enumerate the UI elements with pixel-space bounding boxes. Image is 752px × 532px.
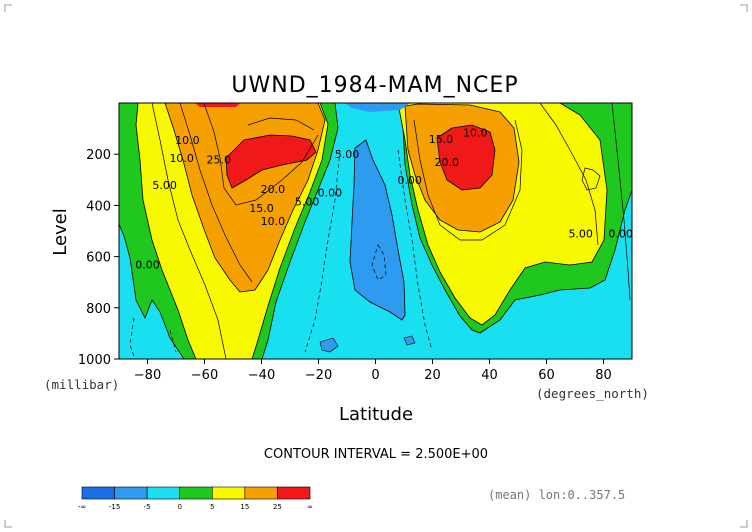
band-gt25-south-top <box>195 103 240 107</box>
y-tick-label: 800 <box>86 302 111 317</box>
colorbar-label: -∞ <box>78 503 86 511</box>
contour-label: 5.00 <box>568 228 593 241</box>
colorbar-label: -5 <box>144 503 151 511</box>
x-tick-label: −60 <box>191 368 218 383</box>
band-neg5-15-blob-a <box>319 337 339 353</box>
colorbar-swatch <box>81 486 115 500</box>
subset-note: (mean) lon:0..357.5 <box>488 488 625 502</box>
colorbar-swatch <box>114 486 148 500</box>
x-tick-label: 20 <box>424 368 441 383</box>
contour-label: 20.0 <box>435 156 460 169</box>
x-tick-label: 80 <box>595 368 612 383</box>
dashed-contour-lines <box>129 149 433 359</box>
contour-label: 15.0 <box>429 133 454 146</box>
contour-label: 0.00 <box>135 258 160 271</box>
contour-label: 5.00 <box>295 196 320 209</box>
y-axis-ticks: 200 400 600 800 1000 <box>78 148 119 368</box>
colorbar-label: 5 <box>210 503 214 511</box>
contour-label: 10.0 <box>463 126 488 139</box>
contour-label: 5.00 <box>335 148 360 161</box>
contour-label: 25.0 <box>207 153 232 166</box>
chart-title: UWND_1984-MAM_NCEP <box>231 73 518 98</box>
contour-label: 20.0 <box>261 183 286 196</box>
colorbar-swatch <box>146 486 181 500</box>
contour-label: 10.0 <box>175 134 200 147</box>
contour-label: 10.0 <box>169 152 194 165</box>
band-gt25-north <box>436 124 496 191</box>
y-unit-label: (millibar) <box>44 377 119 392</box>
contour-label: 15.0 <box>249 202 274 215</box>
colorbar-label: -15 <box>109 503 120 511</box>
x-tick-label: 40 <box>481 368 498 383</box>
band-neg5-15-top <box>345 103 410 112</box>
colorbar-label: 25 <box>273 503 282 511</box>
contour-label: 0.00 <box>608 228 633 241</box>
colorbar-legend: -∞ -15 -5 0 5 15 25 ∞ <box>78 486 313 511</box>
contour-label: 10.0 <box>261 215 286 228</box>
plot-area: 10.010.05.000.0025.020.015.010.05.000.00… <box>119 103 633 359</box>
x-tick-label: −20 <box>305 368 332 383</box>
y-tick-label: 600 <box>86 251 111 266</box>
x-axis-ticks: −80 −60 −40 −20 0 20 40 60 80 <box>134 359 612 383</box>
contour-interval-text: CONTOUR INTERVAL = 2.500E+00 <box>264 447 488 462</box>
x-axis-label: Latitude <box>339 404 413 425</box>
y-tick-label: 400 <box>86 199 111 214</box>
colorbar-label: 0 <box>177 503 181 511</box>
contour-label: 0.00 <box>318 187 343 200</box>
colorbar-label: 15 <box>240 503 249 511</box>
contour-label: 5.00 <box>152 179 177 192</box>
colorbar-swatch <box>179 486 213 500</box>
x-unit-label: (degrees_north) <box>536 386 649 401</box>
x-tick-label: −40 <box>248 368 275 383</box>
contour-label: 0.00 <box>397 174 422 187</box>
contour-labels: 10.010.05.000.0025.020.015.010.05.000.00… <box>135 126 633 271</box>
band-neg5-15-blob-b <box>403 335 416 346</box>
y-tick-label: 200 <box>86 148 111 163</box>
colorbar-swatch <box>211 486 246 500</box>
y-axis-label: Level <box>50 208 71 256</box>
band-gt25-south <box>225 134 317 189</box>
colorbar-swatch <box>277 486 311 500</box>
x-tick-label: −80 <box>134 368 161 383</box>
colorbar-swatch <box>244 486 278 500</box>
page-corner-marks <box>4 4 748 528</box>
x-tick-label: 60 <box>538 368 555 383</box>
x-tick-label: 0 <box>371 368 379 383</box>
y-tick-label: 1000 <box>78 353 111 368</box>
band-neg5-15-central <box>349 139 406 321</box>
colorbar-label: ∞ <box>307 503 313 511</box>
contour-lines <box>151 103 631 359</box>
